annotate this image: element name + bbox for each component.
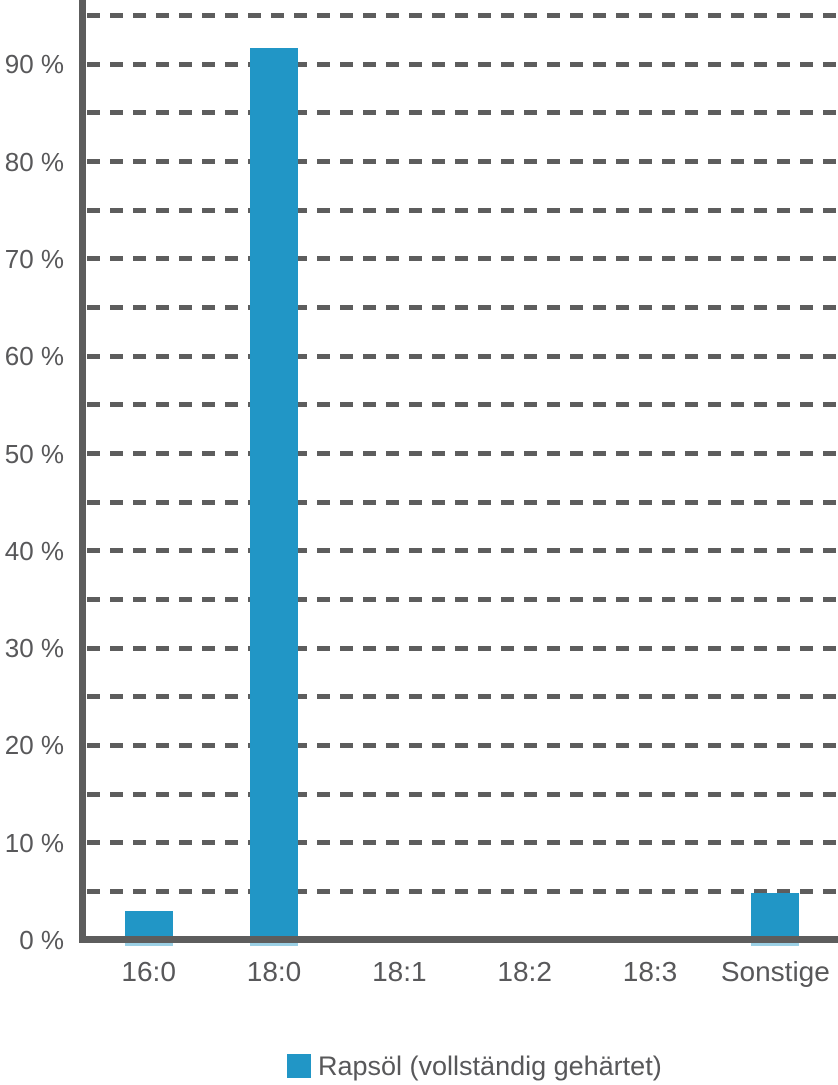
- gridline-65: [87, 305, 838, 311]
- legend-label: Rapsöl (vollständig gehärtet): [318, 1051, 662, 1081]
- gridline-55: [87, 402, 838, 408]
- legend-swatch: [287, 1054, 311, 1078]
- gridline-15: [87, 791, 838, 797]
- gridline-90: [87, 61, 838, 67]
- bar-Sonstige: [751, 893, 800, 943]
- x-tick-label-18:1: 18:1: [372, 956, 427, 987]
- gridline-25: [87, 694, 838, 700]
- gridline-60: [87, 353, 838, 359]
- gridline-45: [87, 499, 838, 505]
- gridline-70: [87, 256, 838, 262]
- gridline-75: [87, 207, 838, 213]
- x-tick-label-18:0: 18:0: [246, 956, 302, 987]
- y-tick-label-30: 30 %: [4, 633, 64, 664]
- x-tick-label-16:0: 16:0: [121, 956, 176, 987]
- y-tick-label-40: 40 %: [4, 535, 64, 566]
- legend: Rapsöl (vollständig gehärtet): [287, 1052, 662, 1080]
- y-tick-label-10: 10 %: [4, 827, 64, 858]
- y-tick-label-80: 80 %: [4, 146, 64, 177]
- gridline-85: [87, 110, 838, 116]
- x-tick-label-18:2: 18:2: [497, 956, 552, 987]
- gridline-10: [87, 840, 838, 846]
- bar-underline-Sonstige: [751, 943, 800, 946]
- bar-underline-16:0: [124, 943, 173, 946]
- gridline-40: [87, 548, 838, 554]
- y-tick-label-0: 0 %: [19, 925, 64, 955]
- x-tick-label-Sonstige: Sonstige: [720, 956, 830, 987]
- gridline-5: [87, 888, 838, 894]
- x-axis-line: [79, 936, 838, 943]
- gridline-20: [87, 742, 838, 748]
- bar-underline-18:0: [250, 943, 298, 946]
- gridline-80: [87, 159, 838, 165]
- gridline-50: [87, 451, 838, 456]
- x-tick-label-18:3: 18:3: [622, 956, 678, 987]
- y-tick-label-20: 20 %: [4, 730, 64, 761]
- y-tick-label-50: 50 %: [4, 438, 64, 469]
- bar-18:0: [250, 47, 298, 943]
- y-tick-label-70: 70 %: [4, 243, 64, 274]
- y-axis-line: [79, 0, 86, 943]
- y-tick-label-60: 60 %: [4, 341, 64, 372]
- gridline-35: [87, 596, 838, 602]
- gridline-30: [87, 645, 838, 651]
- y-tick-label-90: 90 %: [4, 49, 64, 80]
- gridline-95: [87, 13, 838, 19]
